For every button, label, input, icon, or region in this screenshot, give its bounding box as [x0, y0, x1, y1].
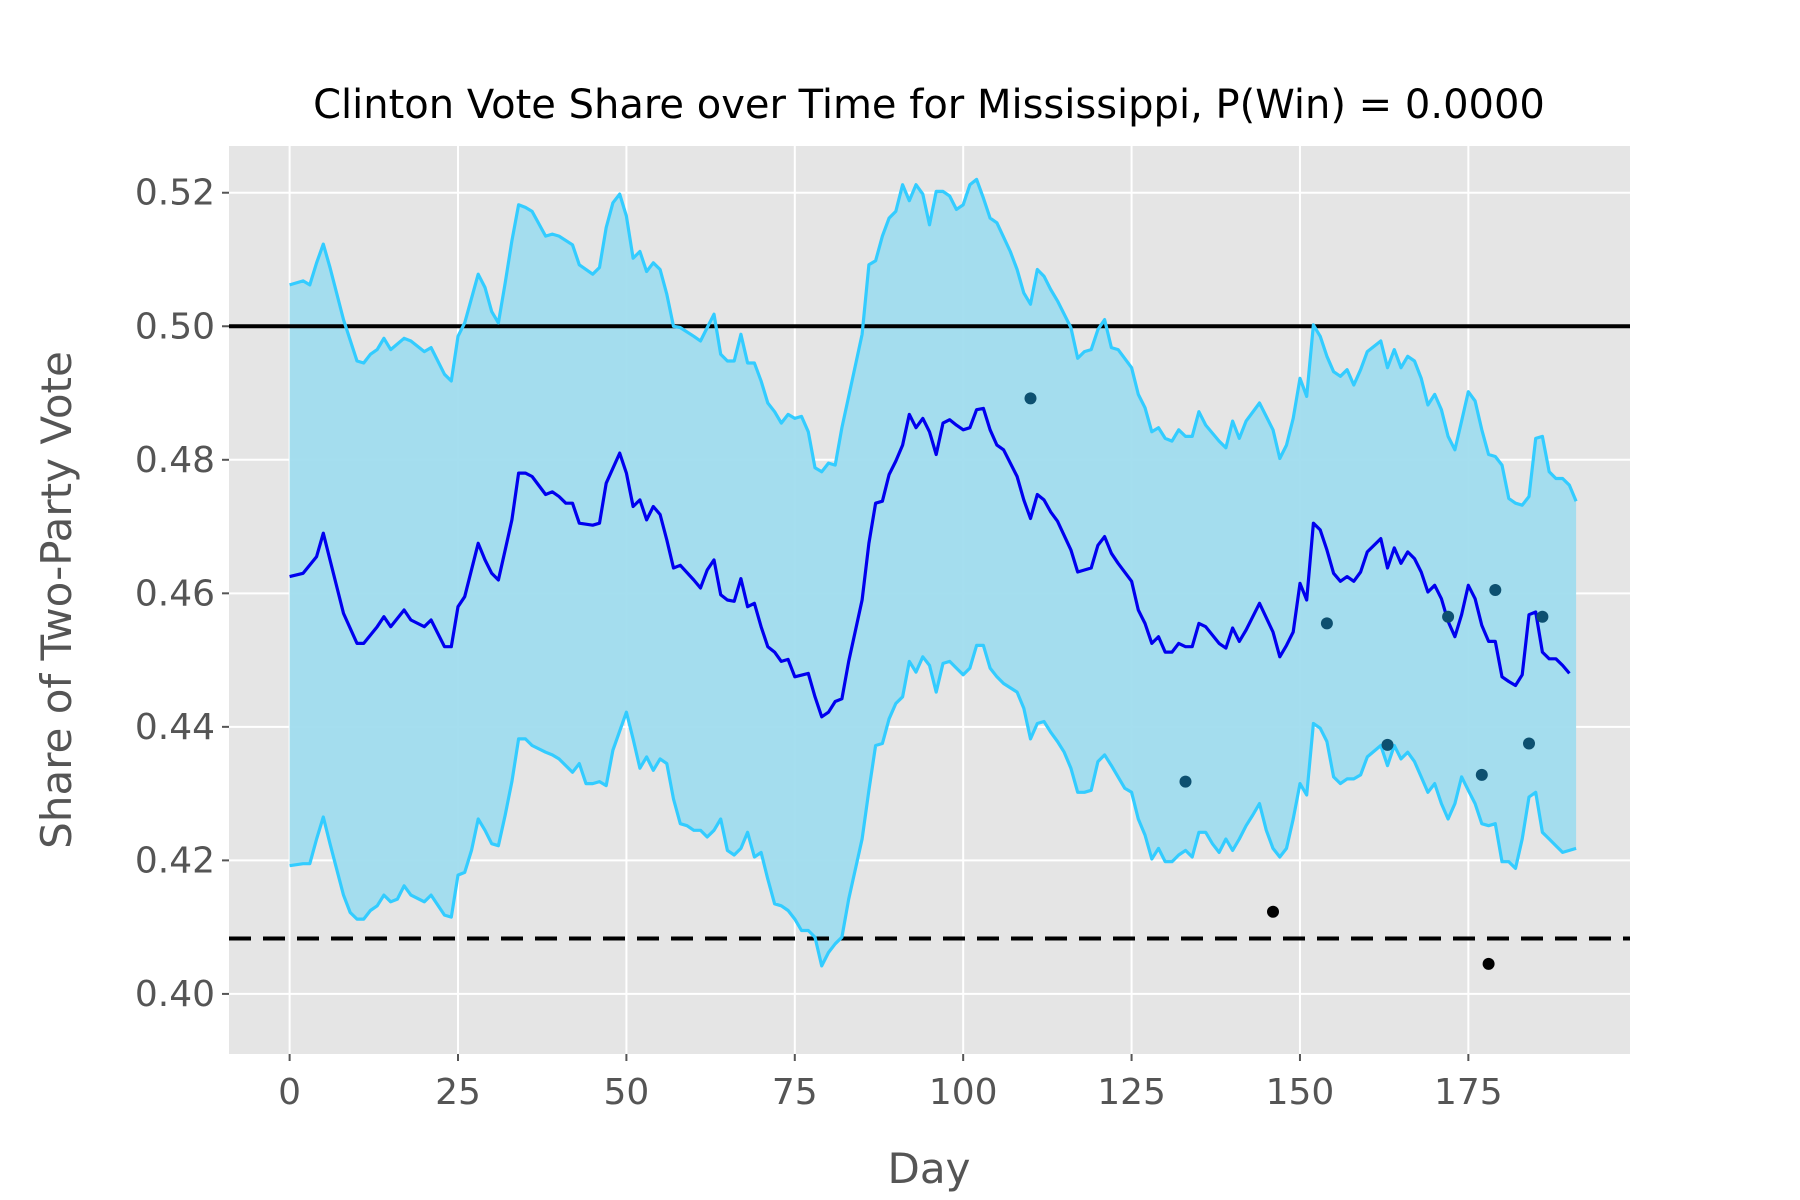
confidence-band-fill [289, 179, 1577, 966]
y-tick-label: 0.44 [135, 707, 215, 748]
y-tick-label: 0.46 [135, 573, 215, 614]
x-axis-ticks: 0 25 50 75 100 125 150 175 [278, 1054, 1503, 1113]
y-tick-label: 0.50 [135, 306, 215, 347]
y-tick-label: 0.40 [135, 974, 215, 1015]
x-tick-label: 150 [1266, 1072, 1335, 1113]
y-tick-label: 0.52 [135, 173, 215, 214]
poll-point [1024, 392, 1037, 405]
poll-point [1475, 768, 1488, 781]
poll-point [1267, 905, 1279, 918]
poll-point [1489, 584, 1502, 596]
poll-point [1536, 610, 1549, 623]
x-tick-label: 175 [1434, 1072, 1503, 1113]
y-axis-ticks: 0.40 0.42 0.44 0.46 0.48 0.50 0.52 [135, 173, 229, 1015]
x-axis-label: Day [888, 1144, 971, 1193]
y-tick-label: 0.48 [135, 440, 215, 481]
x-tick-label: 25 [435, 1072, 481, 1113]
series-lines [289, 177, 1578, 968]
poll-point [1442, 610, 1455, 623]
poll-point [1523, 737, 1535, 750]
lower-bound-line [289, 643, 1577, 968]
x-tick-label: 75 [772, 1072, 818, 1113]
poll-points [1024, 392, 1549, 970]
poll-point [1320, 617, 1333, 630]
upper-bound-line [289, 177, 1578, 507]
poll-point [1179, 775, 1192, 788]
poll-point [1381, 738, 1394, 751]
mean-line [289, 406, 1571, 719]
y-axis-label: Share of Two-Party Vote [32, 351, 81, 849]
y-tick-label: 0.42 [135, 840, 215, 881]
x-tick-label: 125 [1097, 1072, 1166, 1113]
poll-point [1482, 957, 1495, 970]
x-tick-label: 50 [603, 1072, 649, 1113]
x-tick-label: 100 [929, 1072, 998, 1113]
confidence-band [289, 179, 1577, 966]
chart-title: Clinton Vote Share over Time for Mississ… [313, 82, 1545, 128]
x-tick-label: 0 [278, 1072, 301, 1113]
